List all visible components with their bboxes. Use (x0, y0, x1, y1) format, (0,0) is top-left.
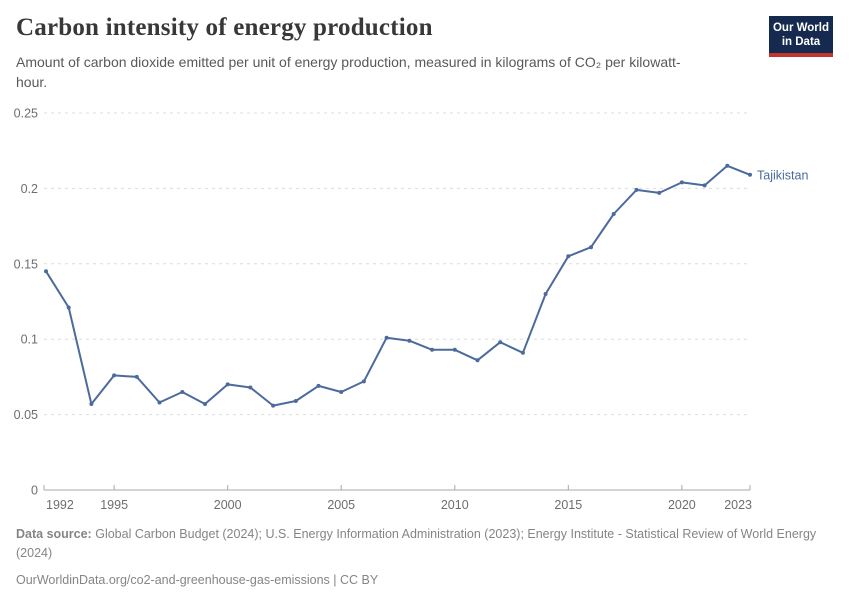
page-title: Carbon intensity of energy production (16, 14, 433, 41)
y-tick-label: 0 (31, 484, 38, 498)
data-point (157, 400, 162, 405)
owid-logo-line2: in Data (781, 36, 821, 49)
x-tick-label: 2000 (214, 498, 242, 512)
data-source-line: Data source: Global Carbon Budget (2024)… (16, 525, 834, 564)
data-source-text: Global Carbon Budget (2024); U.S. Energy… (16, 526, 817, 561)
owid-logo[interactable]: Our World in Data (769, 16, 833, 58)
data-point (498, 340, 503, 345)
x-tick-label: 2005 (327, 498, 355, 512)
data-point (475, 358, 480, 363)
data-point (361, 379, 366, 384)
data-point (316, 383, 321, 388)
entity-label[interactable]: Tajikistan (757, 168, 808, 182)
owid-url-license[interactable]: OurWorldinData.org/co2-and-greenhouse-ga… (16, 572, 379, 587)
data-point (725, 163, 730, 168)
y-tick-label: 0.05 (14, 408, 38, 422)
data-point (339, 390, 344, 394)
x-tick-label: 2010 (441, 498, 469, 512)
chart-canvas: 0 0.05 0.1 0.15 0.2 0.25 1992 1995 2000 2005 2010 2… (14, 107, 809, 513)
data-point (112, 373, 117, 378)
x-tick-label: 1992 (46, 498, 74, 512)
x-tick-label: 2023 (724, 498, 752, 512)
data-point (203, 402, 207, 406)
owid-logo-line1: Our World (772, 22, 829, 34)
y-tick-label: 0.1 (21, 333, 38, 347)
chart-footer: Data source: Global Carbon Budget (2024)… (16, 525, 834, 590)
data-point (589, 245, 593, 250)
data-point (384, 335, 389, 340)
data-point (702, 183, 707, 188)
data-point (248, 385, 253, 390)
data-point (520, 350, 525, 355)
data-point (89, 402, 94, 406)
chart-subtitle: Amount of carbon dioxide emitted per uni… (16, 54, 681, 91)
series-line-tajikistan[interactable] (45, 164, 751, 407)
data-point (679, 180, 684, 185)
x-tick-label: 1995 (100, 498, 128, 512)
data-point (407, 338, 412, 343)
data-point (293, 399, 298, 403)
data-point (430, 347, 435, 352)
y-tick-label: 0.25 (14, 107, 38, 121)
data-point (271, 403, 276, 408)
y-tick-label: 0.2 (21, 182, 38, 196)
x-tick-label: 2020 (668, 498, 696, 512)
data-point (748, 172, 752, 177)
data-point (44, 269, 48, 274)
x-tick-label: 2015 (554, 498, 582, 512)
data-point (225, 382, 230, 387)
data-point (180, 390, 185, 394)
data-source-label: Data source: (16, 526, 92, 541)
data-point (134, 374, 139, 379)
data-point (66, 305, 71, 310)
data-point (657, 190, 662, 195)
data-point (543, 292, 548, 296)
data-point (634, 187, 639, 192)
data-point (566, 254, 571, 259)
data-point (611, 212, 616, 216)
data-point (452, 347, 457, 352)
y-tick-label: 0.15 (14, 257, 38, 271)
